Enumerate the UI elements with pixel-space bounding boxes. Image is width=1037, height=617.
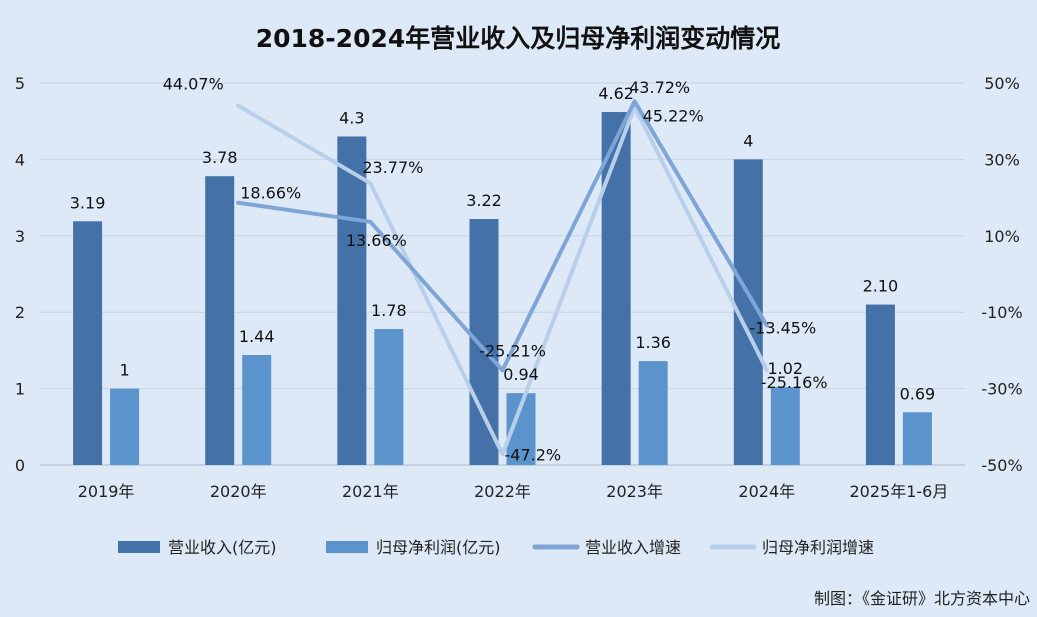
line-value-label: 23.77%: [362, 158, 423, 177]
bar: [770, 387, 800, 465]
data-labels: 3.19 3.78 4.3 3.22 4.62 4 2.10 1 1.44 1.78 0.94 1.3…: [70, 75, 935, 465]
bar: [73, 221, 103, 465]
y-tick-label: 2: [15, 303, 25, 322]
source-note: 制图：《金证研》北方资本中心: [814, 589, 1030, 608]
x-tick-label: 2020年: [210, 482, 267, 501]
line-value-label: 43.72%: [629, 78, 690, 97]
bar-value-label: 4.62: [598, 84, 634, 103]
line-value-label: 13.66%: [346, 231, 407, 250]
bar-value-label: 1.78: [371, 301, 407, 320]
bar-value-label: 1.02: [767, 359, 803, 378]
line-value-label: 18.66%: [240, 184, 301, 203]
bar: [337, 136, 367, 466]
legend-swatch: [118, 541, 160, 553]
y2-tick-label: -50%: [981, 456, 1022, 475]
legend-label: 营业收入(亿元): [168, 538, 277, 557]
line-value-label: -13.45%: [749, 318, 816, 337]
line-value-label: -47.2%: [505, 445, 562, 464]
bar: [469, 218, 499, 465]
x-tick-label: 2019年: [78, 482, 135, 501]
x-tick-label: 2023年: [606, 482, 663, 501]
bar-value-label: 2.10: [863, 277, 899, 296]
bar: [902, 412, 932, 465]
legend-swatch: [326, 541, 368, 553]
bar: [242, 354, 272, 465]
x-tick-label: 2024年: [738, 482, 795, 501]
bar-value-label: 3.22: [466, 191, 502, 210]
series-line: [236, 99, 769, 373]
y2-tick-label: -30%: [981, 380, 1022, 399]
y-tick-label: 0: [15, 456, 25, 475]
axes: 0 1 2 3 4 5 -50% -30% -10% 10% 30% 50% 2019年 2020年 202…: [15, 74, 1023, 501]
bar-value-label: 4: [743, 131, 753, 150]
bar: [865, 304, 895, 465]
gridlines: [40, 82, 965, 466]
series-line: [236, 103, 769, 457]
legend-label: 归母净利润(亿元): [376, 538, 501, 557]
chart-title: 2018-2024年营业收入及归母净利润变动情况: [256, 24, 781, 53]
line-value-label: 44.07%: [163, 75, 224, 94]
y2-tick-label: 50%: [984, 74, 1020, 93]
y-tick-label: 1: [15, 380, 25, 399]
bar: [205, 176, 235, 465]
bar-value-label: 4.3: [339, 108, 364, 127]
legend-label: 归母净利润增速: [762, 538, 874, 557]
x-tick-label: 2021年: [342, 482, 399, 501]
bar-value-label: 0.94: [503, 365, 539, 384]
bar-value-label: 3.78: [202, 148, 238, 167]
bar: [638, 361, 668, 465]
line-value-label: 45.22%: [643, 106, 704, 125]
bar-value-label: 1: [119, 361, 129, 380]
x-tick-label: 2022年: [474, 482, 531, 501]
legend: 营业收入(亿元) 归母净利润(亿元) 营业收入增速 归母净利润增速: [118, 538, 874, 557]
y-tick-label: 3: [15, 227, 25, 246]
bar-value-label: 1.44: [239, 327, 275, 346]
bar-value-label: 0.69: [900, 384, 936, 403]
x-tick-label: 2025年1-6月: [849, 482, 948, 501]
bar-value-label: 3.19: [70, 193, 106, 212]
line-value-label: -25.16%: [761, 373, 828, 392]
bar: [110, 388, 140, 465]
bar: [374, 329, 404, 465]
bar: [601, 112, 631, 466]
y2-tick-label: -10%: [981, 303, 1022, 322]
y2-tick-label: 30%: [984, 150, 1020, 169]
bars: [73, 112, 932, 466]
y-tick-label: 5: [15, 74, 25, 93]
bar-value-label: 1.36: [635, 333, 671, 352]
y-tick-label: 4: [15, 150, 25, 169]
line-value-label: -25.21%: [479, 341, 546, 360]
y2-tick-label: 10%: [984, 227, 1020, 246]
lines: [236, 99, 769, 457]
legend-label: 营业收入增速: [585, 538, 681, 557]
